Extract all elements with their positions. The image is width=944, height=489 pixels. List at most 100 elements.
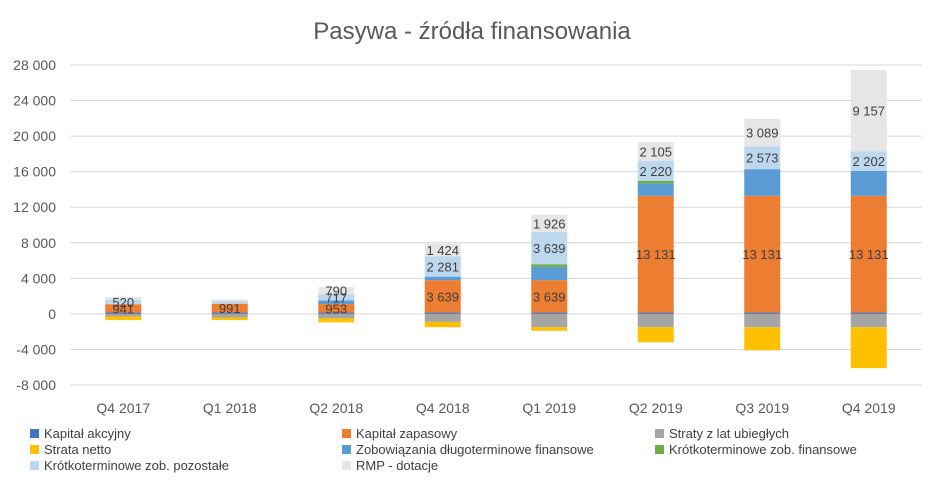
- bar-segment: [211, 317, 248, 321]
- y-tick-label: -8 000: [16, 377, 56, 393]
- bar-segment: [531, 214, 568, 232]
- bar-segment: [105, 316, 142, 321]
- data-label: 13 131: [849, 247, 889, 262]
- bar-segment: [850, 313, 887, 328]
- data-label: 1 926: [533, 216, 566, 231]
- legend-swatch: [30, 445, 39, 454]
- legend-item: Krótkoterminowe zob. finansowe: [655, 442, 857, 457]
- data-label: 3 639: [533, 241, 566, 256]
- bar-segment: [637, 142, 674, 161]
- bar-segment: [531, 264, 568, 267]
- bar-segment: [744, 118, 781, 147]
- bar-segment: [424, 321, 461, 328]
- legend-item: Kapitał akcyjny: [30, 426, 131, 441]
- bar-segment: [637, 160, 674, 181]
- data-label: 941: [112, 301, 134, 316]
- legend-swatch: [655, 429, 664, 438]
- data-label: 13 131: [742, 247, 782, 262]
- data-label: 991: [219, 301, 241, 316]
- legend-swatch: [30, 429, 39, 438]
- bar-segment: [531, 313, 568, 328]
- bar-segment: [318, 304, 355, 313]
- bar-segment: [318, 287, 355, 295]
- bar-segment: [211, 303, 248, 313]
- bar-segment: [318, 294, 355, 301]
- bar-segment: [318, 312, 355, 314]
- data-label: 1 424: [426, 243, 459, 258]
- bar-segment: [850, 170, 887, 196]
- bar-segment: [850, 69, 887, 152]
- data-label: 9 157: [852, 104, 885, 119]
- legend-item: RMP - dotacje: [342, 458, 438, 473]
- bar-segment: [211, 313, 248, 318]
- bar-segment: [424, 280, 461, 313]
- bar-segment: [744, 195, 781, 313]
- bar-segment: [424, 243, 461, 257]
- legend-swatch: [342, 461, 351, 470]
- bar-segment: [105, 313, 142, 317]
- y-tick-label: 16 000: [13, 164, 56, 180]
- bar-segment: [531, 312, 568, 314]
- bar-segment: [424, 256, 461, 277]
- bar-segment: [105, 299, 142, 305]
- legend-item: Kapitał zapasowy: [342, 426, 457, 441]
- chart-title: Pasywa - źródła finansowania: [313, 18, 631, 45]
- x-tick-label: Q1 2019: [522, 400, 576, 416]
- y-tick-label: 28 000: [13, 57, 56, 73]
- legend-swatch: [342, 445, 351, 454]
- bar-segment: [424, 276, 461, 281]
- bar-segment: [744, 146, 781, 170]
- y-tick-label: 24 000: [13, 93, 56, 109]
- bar-segment: [744, 313, 781, 328]
- bar-segment: [424, 313, 461, 322]
- x-tick-label: Q2 2018: [309, 400, 363, 416]
- data-label: 790: [325, 284, 347, 299]
- bar-segment: [105, 312, 142, 314]
- bar-segment: [318, 318, 355, 323]
- bar-segment: [637, 327, 674, 343]
- bar-segment: [850, 327, 887, 369]
- bar-segment: [105, 296, 142, 300]
- bar-segment: [850, 312, 887, 314]
- bar-segment: [744, 327, 781, 351]
- data-label: 3 639: [426, 289, 459, 304]
- bar-segment: [637, 195, 674, 313]
- data-label: 2 202: [852, 154, 885, 169]
- legend-item: Zobowiązania długoterminowe finansowe: [342, 442, 594, 457]
- legend-label: Straty z lat ubiegłych: [669, 426, 789, 441]
- data-label: 13 131: [636, 247, 676, 262]
- legend-swatch: [342, 429, 351, 438]
- bar-segment: [744, 169, 781, 196]
- legend-label: Krótkoterminowe zob. finansowe: [669, 442, 857, 457]
- x-tick-label: Q3 2019: [735, 400, 789, 416]
- data-label: 520: [112, 295, 134, 310]
- legend-swatch: [30, 461, 39, 470]
- bar-segment: [637, 180, 674, 184]
- bar-segment: [531, 266, 568, 281]
- x-tick-label: Q4 2018: [416, 400, 470, 416]
- data-label: 2 105: [639, 145, 672, 160]
- legend-item: Krótkoterminowe zob. pozostałe: [30, 458, 229, 473]
- data-label: 3 639: [533, 289, 566, 304]
- bar-segment: [850, 151, 887, 171]
- legend-item: Straty z lat ubiegłych: [655, 426, 789, 441]
- x-tick-label: Q4 2017: [96, 400, 150, 416]
- bar-segment: [105, 304, 142, 313]
- bar-segment: [424, 312, 461, 314]
- y-tick-label: -4 000: [16, 341, 56, 357]
- legend-label: Strata netto: [44, 442, 112, 457]
- legend-label: RMP - dotacje: [356, 458, 439, 473]
- legend-label: Kapitał akcyjny: [44, 426, 131, 441]
- data-label: 717: [325, 290, 347, 305]
- bar-segment: [850, 195, 887, 313]
- y-tick-label: 20 000: [13, 128, 56, 144]
- bar-segment: [637, 313, 674, 328]
- data-label: 2 573: [746, 151, 779, 166]
- y-tick-label: 12 000: [13, 199, 56, 215]
- x-tick-label: Q4 2019: [842, 400, 896, 416]
- bar-segment: [531, 327, 568, 331]
- bar-segment: [318, 313, 355, 319]
- legend-label: Krótkoterminowe zob. pozostałe: [44, 458, 229, 473]
